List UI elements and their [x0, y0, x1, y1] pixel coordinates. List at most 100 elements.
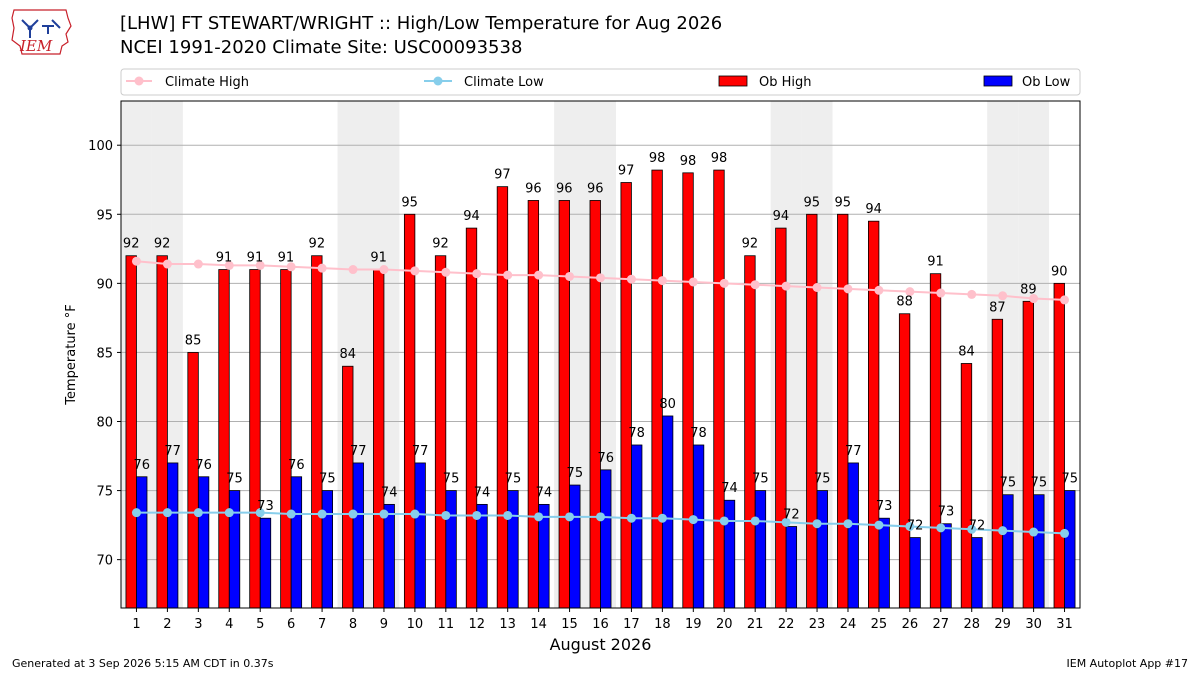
climate-low-point — [998, 526, 1008, 536]
ob-low-bar — [476, 503, 488, 609]
climate-low-point — [162, 508, 172, 518]
x-tick-label: 4 — [225, 617, 233, 632]
ob-low-label: 75 — [226, 472, 243, 487]
ob-low-label: 72 — [969, 519, 986, 534]
ob-low-label: 76 — [133, 458, 150, 473]
ob-high-label: 96 — [556, 181, 573, 196]
ob-low-label: 77 — [164, 444, 181, 459]
ob-high-label: 95 — [401, 195, 418, 210]
climate-high-point — [255, 260, 265, 270]
climate-low-point — [1060, 528, 1070, 538]
x-tick-label: 19 — [685, 617, 702, 632]
climate-high-point — [781, 281, 791, 291]
ob-low-label: 72 — [907, 519, 924, 534]
climate-low-point — [410, 509, 420, 519]
climate-high-point — [874, 285, 884, 295]
climate-high-point — [936, 288, 946, 298]
ob-low-label: 78 — [628, 426, 645, 441]
climate-high-point — [131, 256, 141, 266]
x-tick-label: 23 — [809, 617, 826, 632]
ob-high-bar — [589, 200, 601, 609]
x-tick-label: 28 — [963, 617, 980, 632]
climate-low-point — [688, 515, 698, 525]
ob-high-label: 98 — [711, 151, 728, 166]
ob-high-label: 89 — [1020, 282, 1037, 297]
logo-text: IEM — [19, 37, 53, 55]
ob-high-label: 98 — [649, 151, 666, 166]
ob-high-label: 97 — [618, 164, 635, 179]
ob-low-bar — [1064, 490, 1076, 609]
legend-ob-low-label: Ob Low — [1022, 75, 1071, 90]
ob-high-label: 95 — [834, 195, 851, 210]
ob-high-label: 94 — [865, 202, 882, 217]
legend-climate-high-label: Climate High — [165, 75, 249, 90]
ob-high-label: 84 — [958, 344, 975, 359]
app-note: IEM Autoplot App #17 — [1066, 657, 1189, 670]
y-tick-label: 70 — [96, 554, 113, 569]
climate-low-point — [286, 509, 296, 519]
y-tick-label: 80 — [96, 416, 113, 431]
climate-high-point — [657, 276, 667, 286]
climate-low-point — [626, 513, 636, 523]
ob-low-label: 76 — [288, 458, 305, 473]
ob-low-label: 74 — [474, 485, 491, 500]
climate-low-point — [843, 519, 853, 529]
ob-high-label: 92 — [432, 237, 449, 252]
ob-low-bar — [1002, 494, 1014, 609]
ob-high-label: 91 — [216, 251, 233, 266]
x-tick-label: 31 — [1056, 617, 1073, 632]
ob-high-bar — [991, 318, 1004, 609]
ob-high-bar — [744, 255, 756, 609]
x-tick-label: 7 — [318, 617, 326, 632]
ob-low-bar — [167, 462, 179, 609]
climate-low-point — [750, 516, 760, 526]
x-tick-label: 15 — [561, 617, 578, 632]
ob-low-label: 75 — [1000, 476, 1017, 491]
ob-high-bar — [806, 213, 818, 609]
y-tick-label: 85 — [96, 346, 113, 361]
ob-low-label: 75 — [319, 472, 336, 487]
x-tick-label: 18 — [654, 617, 671, 632]
ob-low-label: 74 — [721, 481, 738, 496]
climate-high-point — [472, 269, 482, 279]
climate-high-point — [905, 287, 915, 297]
ob-low-bar — [197, 476, 210, 609]
ob-high-label: 92 — [742, 237, 759, 252]
ob-low-label: 74 — [381, 485, 398, 500]
x-tick-label: 20 — [716, 617, 733, 632]
climate-low-point — [131, 508, 141, 518]
ob-low-bar — [414, 462, 426, 609]
ob-low-bar — [228, 490, 241, 609]
climate-high-point — [719, 278, 729, 288]
legend-ob-low-swatch — [983, 75, 1013, 87]
climate-low-point — [812, 519, 822, 529]
ob-high-label: 92 — [154, 237, 171, 252]
climate-low-point — [657, 513, 667, 523]
climate-low-point — [472, 510, 482, 520]
climate-high-point — [998, 291, 1008, 301]
ob-low-bar — [661, 415, 674, 609]
ob-high-bar — [929, 273, 942, 609]
climate-high-point — [193, 259, 203, 269]
legend-climate-high-marker — [134, 76, 144, 86]
y-tick-label: 95 — [96, 208, 113, 223]
climate-high-point — [162, 259, 172, 269]
ob-low-bar — [754, 490, 767, 609]
climate-low-point — [874, 520, 884, 530]
ob-high-bar — [898, 313, 911, 609]
ob-high-label: 98 — [680, 154, 697, 169]
climate-high-point — [379, 265, 389, 275]
ob-high-bar — [311, 255, 323, 609]
x-tick-label: 29 — [994, 617, 1011, 632]
ob-high-label: 85 — [185, 333, 202, 348]
x-tick-label: 11 — [438, 617, 455, 632]
ob-high-bar — [249, 269, 261, 609]
ob-high-bar — [187, 352, 199, 609]
ob-low-bar — [352, 462, 364, 609]
ob-low-label: 72 — [783, 507, 800, 522]
ob-high-label: 87 — [989, 300, 1006, 315]
climate-low-point — [224, 508, 234, 518]
chart-subtitle: NCEI 1991-2020 Climate Site: USC00093538 — [120, 37, 523, 58]
chart-title: [LHW] FT STEWART/WRIGHT :: High/Low Temp… — [120, 13, 723, 34]
ob-low-bar — [940, 523, 952, 609]
